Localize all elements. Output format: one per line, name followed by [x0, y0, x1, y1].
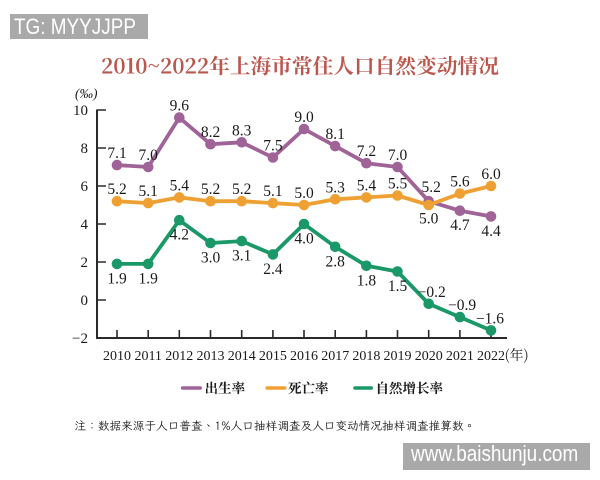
svg-text:8.1: 8.1 — [326, 126, 345, 143]
svg-text:2015: 2015 — [259, 349, 287, 364]
svg-text:7.1: 7.1 — [107, 145, 126, 162]
svg-text:2: 2 — [81, 255, 89, 271]
svg-text:6.0: 6.0 — [481, 166, 501, 183]
svg-text:2014: 2014 — [228, 349, 256, 364]
svg-text:5.2: 5.2 — [201, 181, 220, 198]
svg-text:5.5: 5.5 — [388, 176, 408, 193]
svg-text:8.2: 8.2 — [201, 124, 220, 141]
svg-text:(‰): (‰) — [75, 86, 98, 101]
svg-text:1.5: 1.5 — [388, 278, 408, 295]
svg-text:0: 0 — [81, 293, 89, 309]
svg-text:2011: 2011 — [134, 349, 161, 364]
svg-text:5.1: 5.1 — [139, 183, 158, 200]
svg-text:2018: 2018 — [352, 349, 380, 364]
svg-text:2020: 2020 — [415, 349, 443, 364]
svg-text:3.1: 3.1 — [232, 248, 251, 265]
svg-text:7.0: 7.0 — [139, 147, 159, 164]
svg-text:5.4: 5.4 — [170, 177, 190, 194]
svg-text:2017: 2017 — [321, 349, 349, 364]
svg-text:−0.9: −0.9 — [448, 297, 476, 314]
svg-text:2.8: 2.8 — [326, 253, 346, 270]
svg-text:7.0: 7.0 — [388, 147, 408, 164]
svg-text:2013: 2013 — [197, 349, 225, 364]
svg-text:4.7: 4.7 — [450, 217, 470, 234]
svg-text:−0.2: −0.2 — [418, 284, 446, 301]
svg-text:8.3: 8.3 — [232, 122, 252, 139]
svg-text:4.4: 4.4 — [481, 223, 501, 240]
svg-text:2021: 2021 — [446, 349, 474, 364]
svg-text:5.1: 5.1 — [263, 183, 282, 200]
svg-text:2012: 2012 — [165, 349, 193, 364]
svg-text:8: 8 — [81, 141, 89, 157]
svg-text:5.2: 5.2 — [422, 179, 441, 196]
svg-text:4.2: 4.2 — [170, 227, 189, 244]
svg-text:5.2: 5.2 — [107, 181, 126, 198]
svg-text:5.0: 5.0 — [294, 185, 314, 202]
svg-text:2.4: 2.4 — [263, 261, 283, 278]
svg-text:7.5: 7.5 — [263, 138, 283, 155]
svg-text:2016: 2016 — [290, 349, 318, 364]
svg-text:5.0: 5.0 — [419, 211, 439, 228]
svg-text:9.0: 9.0 — [294, 109, 314, 126]
svg-text:9.6: 9.6 — [170, 98, 190, 115]
svg-text:2022: 2022 — [477, 349, 505, 364]
svg-text:4.0: 4.0 — [294, 231, 314, 248]
svg-text:1.8: 1.8 — [357, 272, 377, 289]
svg-text:7.2: 7.2 — [357, 143, 376, 160]
svg-text:−1.6: −1.6 — [476, 310, 504, 327]
svg-text:4: 4 — [81, 217, 89, 233]
svg-text:5.6: 5.6 — [450, 174, 470, 191]
svg-text:6: 6 — [81, 179, 89, 195]
svg-text:5.4: 5.4 — [357, 177, 377, 194]
svg-text:1.9: 1.9 — [139, 270, 159, 287]
svg-text:5.3: 5.3 — [326, 179, 346, 196]
svg-text:5.2: 5.2 — [232, 181, 251, 198]
svg-text:1.9: 1.9 — [107, 270, 127, 287]
svg-text:2010: 2010 — [103, 349, 131, 364]
svg-text:3.0: 3.0 — [201, 250, 221, 267]
svg-text:10: 10 — [73, 103, 88, 119]
svg-text:−2: −2 — [72, 331, 88, 347]
svg-text:2019: 2019 — [384, 349, 412, 364]
